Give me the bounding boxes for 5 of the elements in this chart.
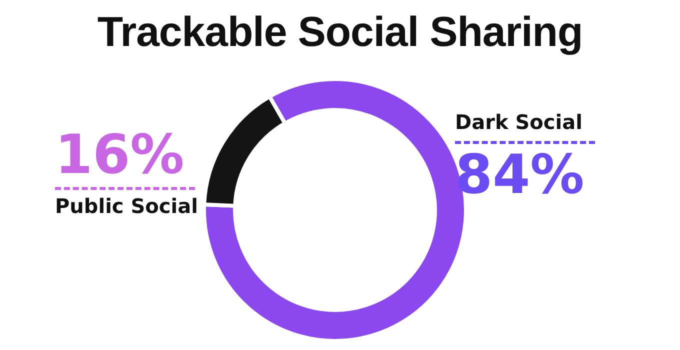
data-label: 16% bbox=[55, 123, 184, 186]
data-label: 84% bbox=[455, 143, 584, 206]
chart-title: Trackable Social Sharing bbox=[96, 8, 584, 56]
slice-label: Public Social bbox=[55, 194, 198, 218]
slice-label: Dark Social bbox=[455, 110, 582, 134]
